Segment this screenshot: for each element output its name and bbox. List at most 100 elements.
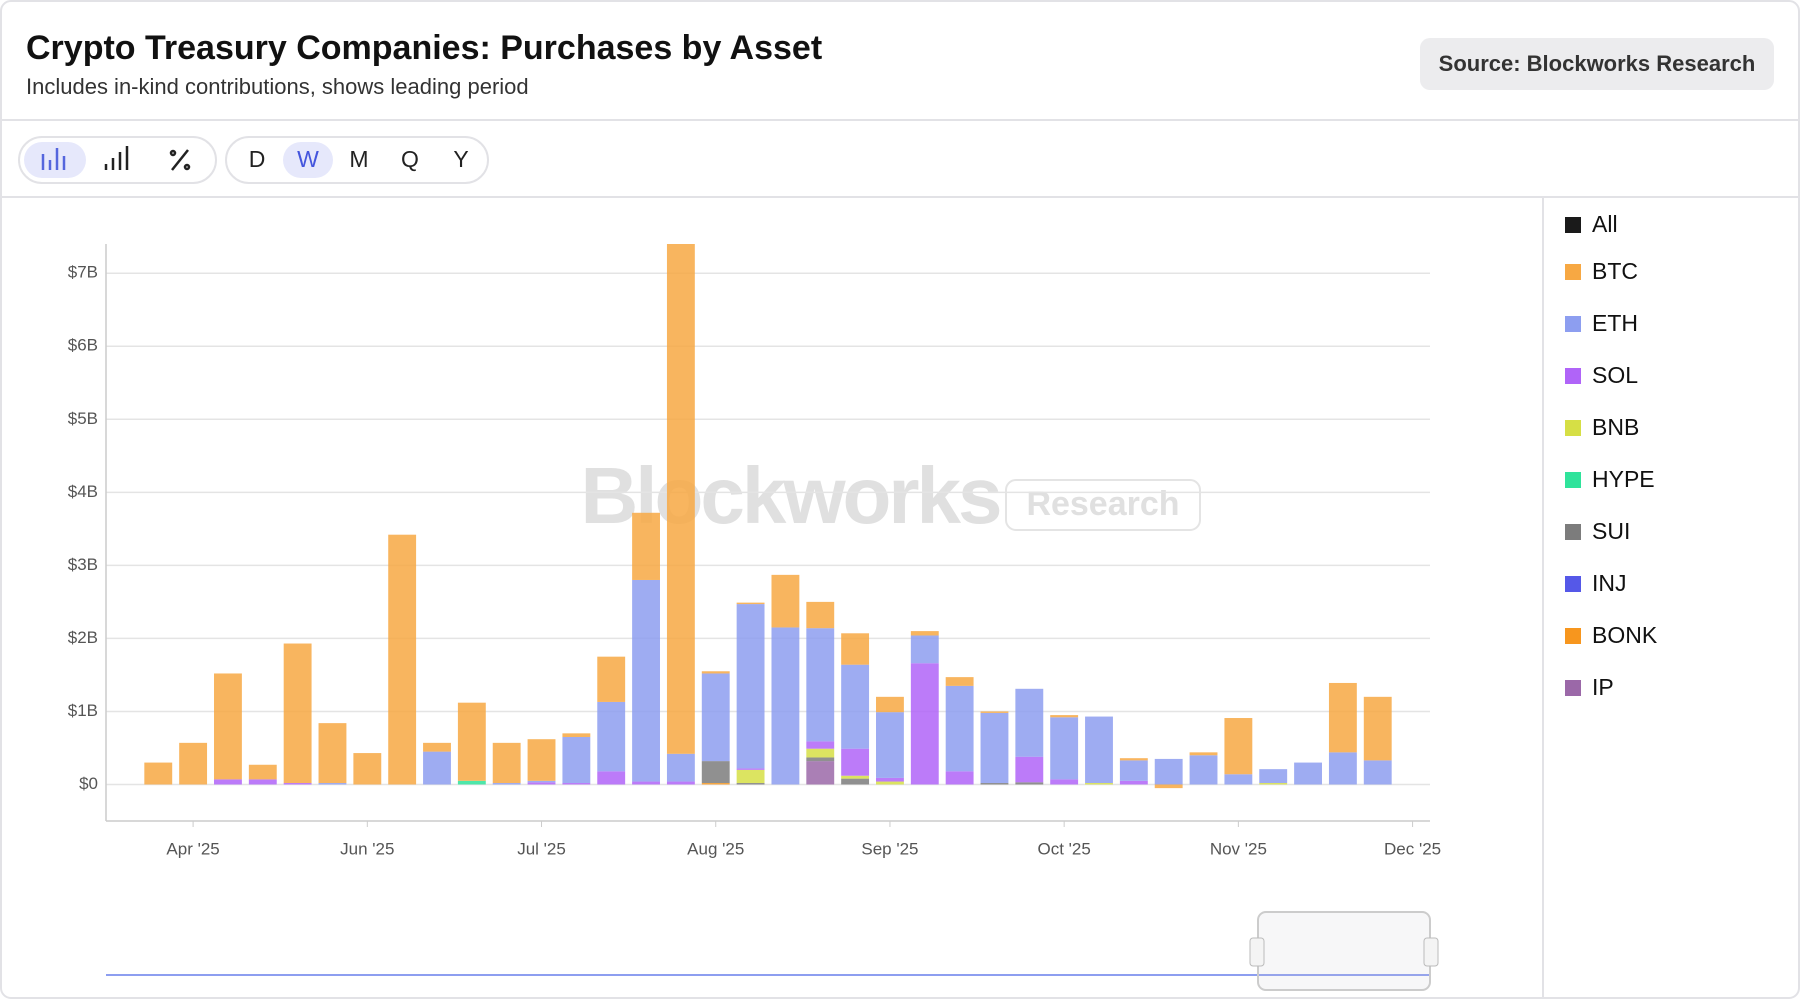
bar-segment bbox=[527, 780, 556, 783]
stacked-icon[interactable] bbox=[104, 146, 129, 170]
bar-segment bbox=[318, 783, 347, 785]
legend-label[interactable]: BTC bbox=[1592, 258, 1638, 284]
bar-segment bbox=[597, 701, 626, 772]
navigator-handle[interactable] bbox=[1423, 937, 1439, 967]
navigator-handle[interactable] bbox=[1249, 937, 1265, 967]
y-tick-label: $0 bbox=[79, 774, 98, 793]
legend-swatch[interactable] bbox=[1565, 680, 1581, 696]
bar-segment bbox=[701, 783, 730, 785]
bar-segment bbox=[736, 769, 765, 784]
bar-segment bbox=[1363, 696, 1392, 761]
bar-segment bbox=[562, 783, 591, 785]
chart-title: Crypto Treasury Companies: Purchases by … bbox=[26, 29, 822, 67]
legend-label[interactable]: INJ bbox=[1592, 570, 1627, 596]
active-chart-type[interactable] bbox=[24, 142, 86, 178]
bar-segment bbox=[1224, 774, 1253, 785]
bar-segment bbox=[876, 696, 904, 713]
bar-segment bbox=[248, 779, 277, 785]
bar-segment bbox=[806, 741, 835, 749]
bar-segment bbox=[736, 602, 765, 605]
bar-segment bbox=[841, 633, 870, 665]
x-tick-label: Dec '25 bbox=[1384, 839, 1441, 858]
percent-icon[interactable] bbox=[169, 149, 191, 171]
legend-swatch[interactable] bbox=[1565, 316, 1581, 332]
legend-swatch[interactable] bbox=[1565, 628, 1581, 644]
legend-label[interactable]: ETH bbox=[1592, 310, 1638, 336]
bar-segment bbox=[1119, 758, 1148, 761]
bar-segment bbox=[457, 780, 486, 785]
bar-segment bbox=[806, 748, 835, 758]
x-tick-label: Aug '25 bbox=[687, 839, 744, 858]
bar-segment bbox=[318, 723, 347, 784]
bar-segment bbox=[423, 751, 451, 785]
legend-swatch[interactable] bbox=[1565, 472, 1581, 488]
bar-segment bbox=[562, 737, 591, 784]
bar-segment bbox=[1363, 760, 1392, 785]
y-tick-label: $6B bbox=[68, 336, 98, 355]
legend-swatch[interactable] bbox=[1565, 217, 1581, 233]
y-tick-label: $5B bbox=[68, 409, 98, 428]
bar-segment bbox=[771, 574, 800, 628]
bar-segment bbox=[179, 742, 208, 785]
legend-label[interactable]: SUI bbox=[1592, 518, 1630, 544]
bar-segment bbox=[632, 579, 660, 782]
bar-icon[interactable] bbox=[41, 148, 66, 170]
bar-segment bbox=[283, 643, 312, 784]
legend-label[interactable]: All bbox=[1592, 211, 1618, 237]
bar-segment bbox=[214, 779, 242, 785]
bar-segment bbox=[1085, 716, 1113, 784]
bar-segment bbox=[806, 757, 835, 762]
bar-segment bbox=[910, 635, 939, 664]
bar-segment bbox=[1015, 756, 1044, 783]
bar-segment bbox=[1328, 752, 1357, 785]
period-button[interactable]: W bbox=[297, 146, 319, 172]
legend-label[interactable]: BONK bbox=[1592, 622, 1658, 648]
period-button[interactable]: Y bbox=[453, 146, 468, 172]
period-button[interactable]: M bbox=[349, 146, 368, 172]
legend-label[interactable]: IP bbox=[1592, 674, 1614, 700]
bar-segment bbox=[214, 673, 242, 780]
bar-segment bbox=[1050, 717, 1079, 780]
x-tick-label: Nov '25 bbox=[1210, 839, 1267, 858]
bar-segment bbox=[1154, 784, 1183, 789]
legend-swatch[interactable] bbox=[1565, 524, 1581, 540]
bar-segment bbox=[980, 783, 1009, 785]
period-button[interactable]: D bbox=[249, 146, 266, 172]
bar-segment bbox=[597, 656, 626, 702]
legend-swatch[interactable] bbox=[1565, 368, 1581, 384]
bar-segment bbox=[1015, 688, 1044, 757]
y-tick-label: $4B bbox=[68, 482, 98, 501]
active-period[interactable] bbox=[283, 142, 333, 178]
y-tick-label: $2B bbox=[68, 628, 98, 647]
bar-segment bbox=[457, 702, 486, 781]
period-button[interactable]: Q bbox=[401, 146, 419, 172]
bar-segment bbox=[666, 753, 695, 782]
legend-label[interactable]: HYPE bbox=[1592, 466, 1655, 492]
bar-segment bbox=[353, 753, 382, 785]
y-tick-label: $3B bbox=[68, 555, 98, 574]
legend-label[interactable]: BNB bbox=[1592, 414, 1639, 440]
bar-segment bbox=[1328, 682, 1357, 753]
y-tick-label: $1B bbox=[68, 701, 98, 720]
bar-segment bbox=[945, 677, 974, 686]
bar-segment bbox=[1015, 782, 1044, 785]
bar-segment bbox=[1119, 760, 1148, 781]
chart-subtitle: Includes in-kind contributions, shows le… bbox=[26, 74, 529, 99]
bar-segment bbox=[492, 783, 521, 785]
bar-segment bbox=[562, 733, 591, 738]
x-tick-label: Jun '25 bbox=[340, 839, 394, 858]
navigator-brush[interactable] bbox=[1257, 911, 1431, 991]
bar-segment bbox=[1085, 783, 1113, 785]
legend-swatch[interactable] bbox=[1565, 420, 1581, 436]
bar-segment bbox=[771, 627, 800, 785]
bar-segment bbox=[1119, 780, 1148, 785]
legend-swatch[interactable] bbox=[1565, 576, 1581, 592]
bar-segment bbox=[701, 761, 730, 784]
bar-segment bbox=[492, 742, 521, 784]
bar-segment bbox=[701, 671, 730, 674]
legend-label[interactable]: SOL bbox=[1592, 362, 1638, 388]
legend-swatch[interactable] bbox=[1565, 264, 1581, 280]
bar-segment bbox=[736, 768, 765, 770]
bar-segment bbox=[423, 742, 451, 752]
